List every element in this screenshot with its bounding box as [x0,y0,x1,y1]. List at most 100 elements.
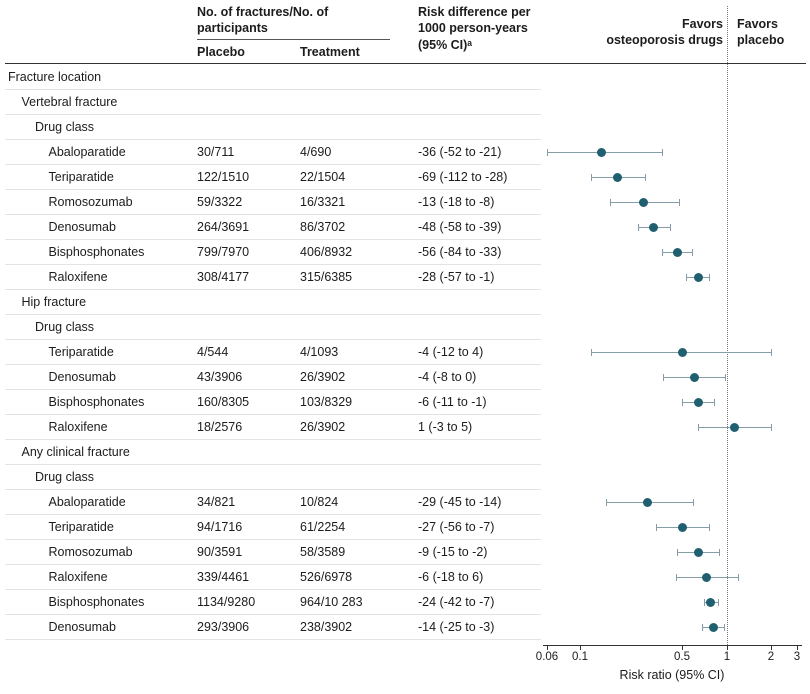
table-row: Abaloparatide 34/821 10/824 -29 (-45 to -14… [5,490,541,515]
placebo-count: 90/3591 [197,545,243,559]
placebo-count: 293/3906 [197,620,250,634]
table-row: Teriparatide 122/1510 22/1504 -69 (-112 to … [5,165,541,190]
ci-cap-left [702,624,703,631]
risk-difference-value: -28 (-57 to -1) [418,270,495,284]
rr-point [597,148,606,157]
row-label: Teriparatide [48,520,114,534]
ci-cap-right [709,274,710,281]
ci-cap-left [663,374,664,381]
row-label: Bisphosphonates [48,245,145,259]
rr-point [643,498,652,507]
table-row: Denosumab 264/3691 86/3702 -48 (-58 to -39) [5,215,541,240]
column-header-treatment: Treatment [300,45,360,59]
ci-cap-right [771,349,772,356]
ci-cap-left [591,174,592,181]
treatment-count: 315/6385 [300,270,353,284]
column-header-fractures: No. of fractures/No. of participants [197,5,329,36]
table-row: Bisphosphonates 1134/9280 964/10 283 -24 (-… [5,590,541,615]
x-axis-tick [580,645,581,650]
treatment-count: 22/1504 [300,170,346,184]
row-label: Teriparatide [48,170,114,184]
ci-cap-left [682,399,683,406]
table-row: Romosozumab 59/3322 16/3321 -13 (-18 to -8) [5,190,541,215]
ci-cap-right [714,399,715,406]
table-row: Vertebral fracture [5,90,541,115]
x-axis-tick [727,645,728,650]
rr-point [706,598,715,607]
risk-difference-value: -27 (-56 to -7) [418,520,495,534]
risk-difference-value: -36 (-52 to -21) [418,145,502,159]
ci-cap-right [670,224,671,231]
x-axis-tick [547,645,548,650]
treatment-count: 26/3902 [300,420,346,434]
rr-point [709,623,718,632]
table-row: Hip fracture [5,290,541,315]
risk-difference-value: 1 (-3 to 5) [418,420,473,434]
risk-difference-value: -6 (-18 to 6) [418,570,484,584]
treatment-count: 103/8329 [300,395,353,409]
ci-cap-left [698,424,699,431]
placebo-count: 43/3906 [197,370,243,384]
table-row: Abaloparatide 30/711 4/690 -36 (-52 to -21) [5,140,541,165]
rr-point [673,248,682,257]
placebo-count: 160/8305 [197,395,250,409]
ci-cap-left [704,599,705,606]
rr-point [639,198,648,207]
row-label: Any clinical fracture [21,445,130,459]
row-label: Raloxifene [48,270,108,284]
favors-placebo-label: Favors placebo [737,16,807,49]
placebo-count: 122/1510 [197,170,250,184]
rr-point [678,523,687,532]
ci-cap-right [738,574,739,581]
header-rule [5,63,806,64]
risk-difference-value: -56 (-84 to -33) [418,245,502,259]
placebo-count: 18/2576 [197,420,243,434]
column-header-placebo: Placebo [197,45,245,59]
placebo-count: 4/544 [197,345,229,359]
table-row: Romosozumab 90/3591 58/3589 -9 (-15 to -2) [5,540,541,565]
rr-point [694,548,703,557]
row-label: Romosozumab [48,545,133,559]
ci-cap-right [693,499,694,506]
rr-point [613,173,622,182]
treatment-count: 26/3902 [300,370,346,384]
table-row: Any clinical fracture [5,440,541,465]
ci-cap-right [692,249,693,256]
x-axis-tick-label: 2 [767,651,775,663]
treatment-count: 238/3902 [300,620,353,634]
ci-cap-right [662,149,663,156]
risk-difference-value: -6 (-11 to -1) [418,395,487,409]
x-axis-tick-label: 3 [793,651,801,663]
ci-cap-right [725,374,726,381]
placebo-count: 308/4177 [197,270,250,284]
risk-difference-value: -29 (-45 to -14) [418,495,502,509]
reference-line-rr-1 [727,6,728,645]
favors-left-line1: Favors [682,17,723,31]
treatment-count: 10/824 [300,495,339,509]
table-row: Bisphosphonates 799/7970 406/8932 -56 (-84 … [5,240,541,265]
x-axis-line [543,645,802,646]
ci-cap-left [676,574,677,581]
row-label: Romosozumab [48,195,133,209]
table-row: Bisphosphonates 160/8305 103/8329 -6 (-11 t… [5,390,541,415]
row-label: Denosumab [48,370,116,384]
table-row: Drug class [5,315,541,340]
ci-cap-right [719,549,720,556]
rr-point [678,348,687,357]
placebo-count: 34/821 [197,495,236,509]
row-label: Denosumab [48,620,116,634]
risk-difference-value: -4 (-8 to 0) [418,370,477,384]
table-row: Raloxifene 308/4177 315/6385 -28 (-57 to -1… [5,265,541,290]
ci-cap-right [718,599,719,606]
treatment-count: 526/6978 [300,570,353,584]
row-label: Denosumab [48,220,116,234]
row-label: Abaloparatide [48,495,126,509]
treatment-count: 4/690 [300,145,332,159]
treatment-count: 58/3589 [300,545,346,559]
table-row: Raloxifene 18/2576 26/3902 1 (-3 to 5) [5,415,541,440]
risk-difference-value: -24 (-42 to -7) [418,595,495,609]
ci-cap-left [656,524,657,531]
row-label: Vertebral fracture [21,95,118,109]
row-label: Drug class [35,120,95,134]
